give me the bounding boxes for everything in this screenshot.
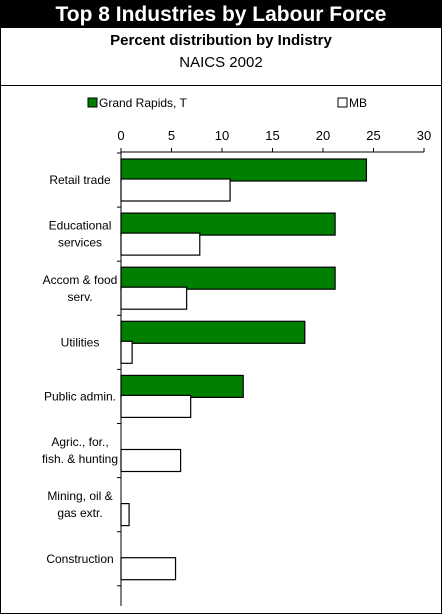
category-label-7-0: Construction bbox=[46, 552, 113, 566]
category-label-0-0: Retail trade bbox=[49, 173, 111, 187]
x-tick-label-4: 20 bbox=[316, 128, 330, 143]
legend-label-1: MB bbox=[349, 96, 367, 110]
bar-mb-2 bbox=[120, 286, 188, 310]
x-tick-label-0: 0 bbox=[117, 128, 124, 143]
chart-title: Top 8 Industries by Labour Force bbox=[1, 1, 441, 28]
category-label-4-0: Public admin. bbox=[44, 389, 116, 403]
category-label-1-0: Educational bbox=[49, 219, 112, 233]
bar-grand-rapids-0 bbox=[120, 158, 368, 182]
x-tick-label-1: 5 bbox=[168, 128, 175, 143]
category-label-5-1: fish. & hunting bbox=[42, 452, 118, 466]
bar-mb-3 bbox=[120, 340, 133, 364]
x-tick-label-3: 15 bbox=[265, 128, 279, 143]
bar-grand-rapids-3 bbox=[120, 320, 306, 344]
category-label-2-1: serv. bbox=[67, 290, 92, 304]
bar-mb-4 bbox=[120, 394, 192, 418]
bar-mb-5 bbox=[120, 448, 182, 473]
bar-mb-6 bbox=[120, 503, 130, 527]
bar-grand-rapids-2 bbox=[120, 266, 336, 290]
legend-swatch-1 bbox=[337, 97, 348, 108]
category-label-3-0: Utilities bbox=[61, 335, 100, 349]
legend-swatch-0 bbox=[87, 97, 98, 108]
category-label-1-1: services bbox=[58, 236, 102, 250]
category-label-6-0: Mining, oil & bbox=[47, 489, 112, 503]
category-label-2-0: Accom & food bbox=[43, 273, 118, 287]
x-tick-label-5: 25 bbox=[366, 128, 380, 143]
bar-mb-7 bbox=[120, 557, 177, 581]
bar-grand-rapids-4 bbox=[120, 374, 244, 398]
bar-mb-1 bbox=[120, 232, 201, 256]
x-tick-label-2: 10 bbox=[215, 128, 229, 143]
bar-mb-0 bbox=[120, 178, 231, 202]
category-label-5-0: Agric., for., bbox=[51, 435, 108, 449]
bar-grand-rapids-1 bbox=[120, 212, 336, 236]
x-tick-label-6: 30 bbox=[417, 128, 431, 143]
legend-label-0: Grand Rapids, T bbox=[99, 96, 187, 110]
chart-subtitle-classification: NAICS 2002 bbox=[179, 54, 263, 71]
header-divider bbox=[1, 85, 441, 86]
chart-subtitle: Percent distribution by Indistry bbox=[110, 32, 332, 49]
category-label-6-1: gas extr. bbox=[57, 506, 102, 520]
